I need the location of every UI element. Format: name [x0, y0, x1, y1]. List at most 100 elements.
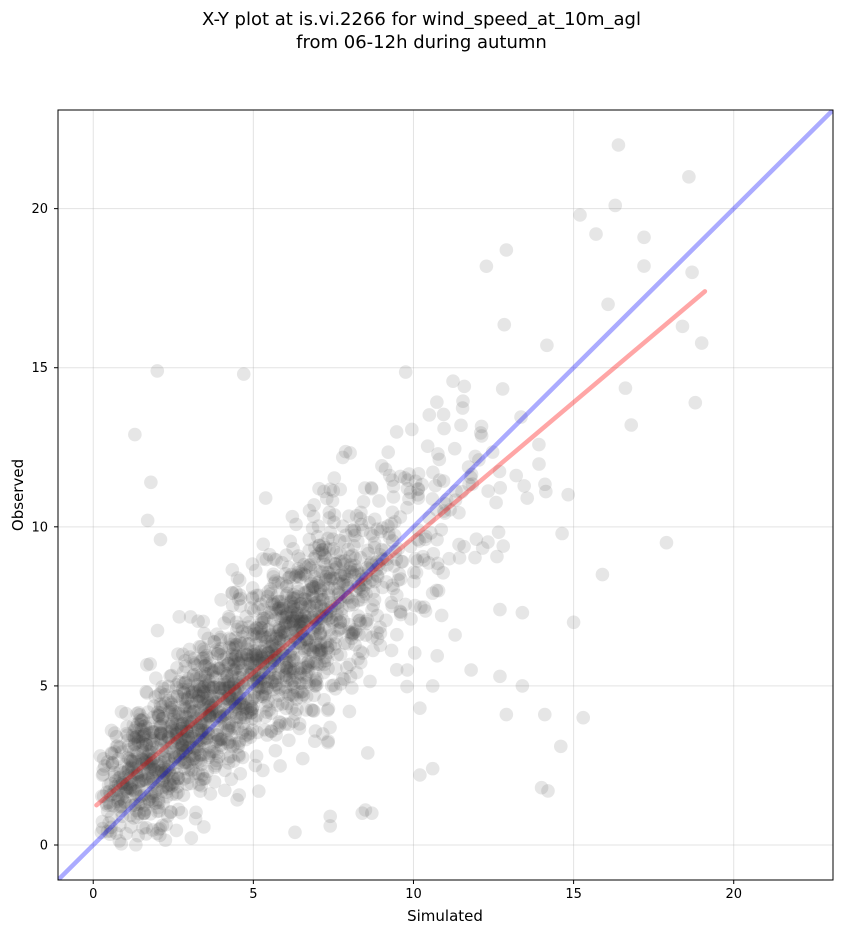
data-point — [408, 552, 423, 566]
data-point — [462, 477, 476, 492]
data-point — [265, 674, 279, 689]
data-point — [193, 716, 207, 731]
data-point — [260, 630, 275, 645]
data-point — [214, 688, 228, 703]
data-point — [393, 607, 408, 622]
data-point — [425, 679, 440, 693]
data-point — [191, 723, 206, 738]
data-point — [138, 727, 152, 742]
data-point — [223, 681, 238, 695]
data-point — [159, 744, 173, 759]
data-point — [367, 540, 382, 555]
data-point — [326, 678, 341, 692]
data-point — [236, 680, 251, 694]
data-point — [96, 751, 111, 766]
data-point — [282, 638, 297, 652]
data-point — [165, 712, 179, 727]
data-point — [144, 786, 158, 800]
data-point — [437, 504, 451, 518]
data-point — [249, 649, 264, 663]
data-point — [418, 529, 433, 544]
data-point — [308, 724, 323, 738]
data-point — [497, 317, 512, 332]
data-point — [267, 654, 281, 668]
data-point — [155, 680, 169, 694]
data-point — [267, 653, 281, 668]
data-point — [256, 602, 271, 617]
data-point — [188, 811, 203, 826]
data-point — [201, 679, 216, 693]
data-point — [256, 671, 270, 686]
data-point — [178, 743, 193, 758]
data-point — [245, 649, 259, 664]
data-point — [283, 604, 298, 619]
data-point — [230, 660, 244, 674]
data-point — [386, 479, 401, 494]
data-point — [317, 621, 332, 636]
data-point — [213, 709, 227, 724]
data-point — [313, 643, 328, 658]
data-point — [246, 648, 260, 662]
data-point — [294, 617, 308, 631]
data-point — [143, 794, 157, 809]
data-point — [248, 647, 263, 662]
data-point — [442, 551, 456, 566]
data-point — [287, 676, 302, 690]
data-point — [157, 681, 172, 696]
data-point — [127, 744, 141, 758]
data-point — [295, 684, 310, 699]
data-point — [137, 806, 151, 821]
data-point — [322, 505, 337, 520]
data-point — [333, 482, 348, 497]
data-point — [430, 532, 444, 547]
data-point — [376, 553, 390, 567]
data-point — [300, 642, 315, 657]
data-point — [137, 805, 152, 820]
data-point — [158, 833, 173, 848]
data-point — [241, 648, 255, 662]
data-point — [321, 735, 335, 750]
data-point — [131, 747, 145, 762]
data-point — [142, 726, 157, 741]
data-point — [169, 730, 184, 745]
data-point — [206, 669, 220, 684]
data-point — [366, 598, 381, 613]
data-point — [178, 653, 192, 668]
data-point — [241, 637, 255, 651]
data-point — [179, 675, 193, 689]
data-point — [109, 774, 123, 788]
data-point — [168, 760, 182, 775]
data-point — [207, 635, 222, 649]
data-point — [317, 657, 332, 672]
data-point — [265, 634, 279, 649]
data-point — [239, 706, 254, 721]
data-point — [400, 500, 414, 515]
data-point — [323, 555, 338, 570]
data-point — [261, 694, 275, 709]
data-point — [232, 671, 246, 685]
data-point — [268, 574, 283, 588]
data-point — [119, 706, 133, 721]
data-point — [327, 515, 341, 530]
data-point — [273, 759, 287, 773]
data-point — [373, 620, 387, 635]
data-point — [133, 796, 148, 811]
data-point — [227, 683, 242, 697]
data-point — [436, 566, 451, 580]
data-point — [209, 643, 224, 657]
data-point — [276, 621, 291, 635]
data-point — [281, 571, 296, 585]
data-point — [111, 777, 126, 791]
data-point — [138, 803, 152, 817]
data-point — [299, 605, 314, 620]
data-point — [105, 755, 120, 770]
data-point — [210, 704, 224, 719]
data-point — [301, 658, 316, 672]
data-point — [229, 648, 244, 663]
data-point — [296, 616, 311, 631]
data-point — [222, 699, 237, 714]
data-point — [475, 541, 490, 555]
data-point — [186, 763, 200, 777]
data-point — [288, 614, 303, 628]
data-point — [288, 570, 303, 584]
